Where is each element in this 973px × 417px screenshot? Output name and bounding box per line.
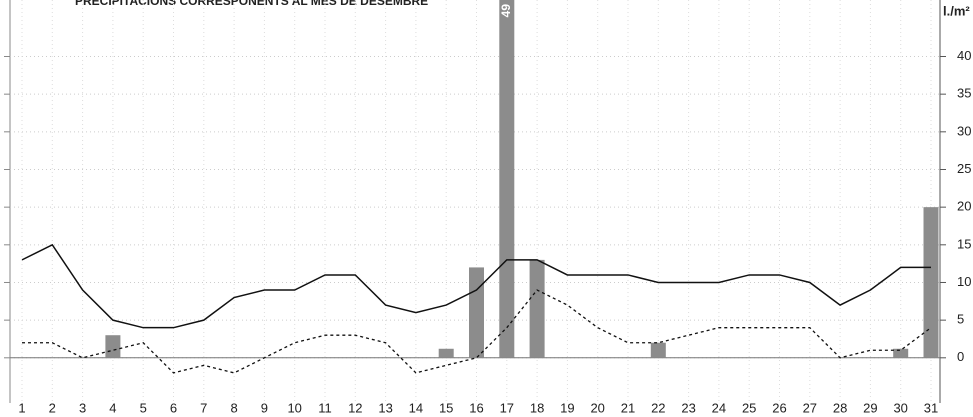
x-tick-label: 9 (261, 400, 268, 415)
x-tick-label: 12 (348, 400, 362, 415)
bar (438, 348, 454, 358)
x-tick-label: 31 (924, 400, 938, 415)
chart-title: PRECIPITACIONS CORRESPONENTS AL MES DE D… (75, 0, 428, 8)
x-tick-label: 15 (439, 400, 453, 415)
x-tick-label: 24 (712, 400, 726, 415)
x-tick-label: 10 (287, 400, 301, 415)
x-tick-label: 11 (318, 400, 332, 415)
bar (105, 335, 121, 358)
x-tick-label: 3 (79, 400, 86, 415)
bar (893, 348, 909, 358)
bar (650, 342, 666, 358)
x-tick-label: 13 (378, 400, 392, 415)
x-tick-label: 14 (409, 400, 423, 415)
x-tick-label: 2 (49, 400, 56, 415)
x-tick-label: 27 (803, 400, 817, 415)
x-tick-label: 18 (530, 400, 544, 415)
bar (923, 207, 939, 358)
y-tick-label: 40 (957, 48, 971, 63)
x-tick-label: 6 (170, 400, 177, 415)
x-tick-label: 1 (18, 400, 25, 415)
x-tick-label: 7 (200, 400, 207, 415)
x-tick-label: 21 (621, 400, 635, 415)
x-tick-label: 22 (651, 400, 665, 415)
x-tick-label: 29 (863, 400, 877, 415)
x-tick-label: 25 (742, 400, 756, 415)
y-tick-label: 30 (957, 123, 971, 138)
y-tick-label: 25 (957, 161, 971, 176)
bar (499, 0, 515, 358)
x-tick-label: 4 (109, 400, 116, 415)
y-tick-label: 20 (957, 199, 971, 214)
x-tick-label: 16 (469, 400, 483, 415)
x-tick-label: 8 (230, 400, 237, 415)
x-tick-label: 30 (893, 400, 907, 415)
y-tick-label: 10 (957, 274, 971, 289)
x-tick-label: 23 (681, 400, 695, 415)
x-tick-label: 19 (560, 400, 574, 415)
bar (529, 259, 545, 358)
x-tick-label: 17 (500, 400, 514, 415)
data-label: 49 (499, 4, 513, 18)
y-tick-label: 15 (957, 236, 971, 251)
y-tick-label: 5 (957, 312, 964, 327)
y-axis-label: l./m² (943, 3, 970, 18)
bar (469, 267, 484, 358)
y-tick-label: 35 (957, 86, 971, 101)
min-temp-line (22, 289, 932, 374)
max-temp-line (21, 243, 931, 329)
x-tick-label: 28 (833, 400, 847, 415)
x-tick-label: 5 (140, 400, 147, 415)
y-tick-label: 0 (957, 349, 964, 364)
x-tick-label: 26 (772, 400, 786, 415)
x-tick-label: 20 (590, 400, 604, 415)
